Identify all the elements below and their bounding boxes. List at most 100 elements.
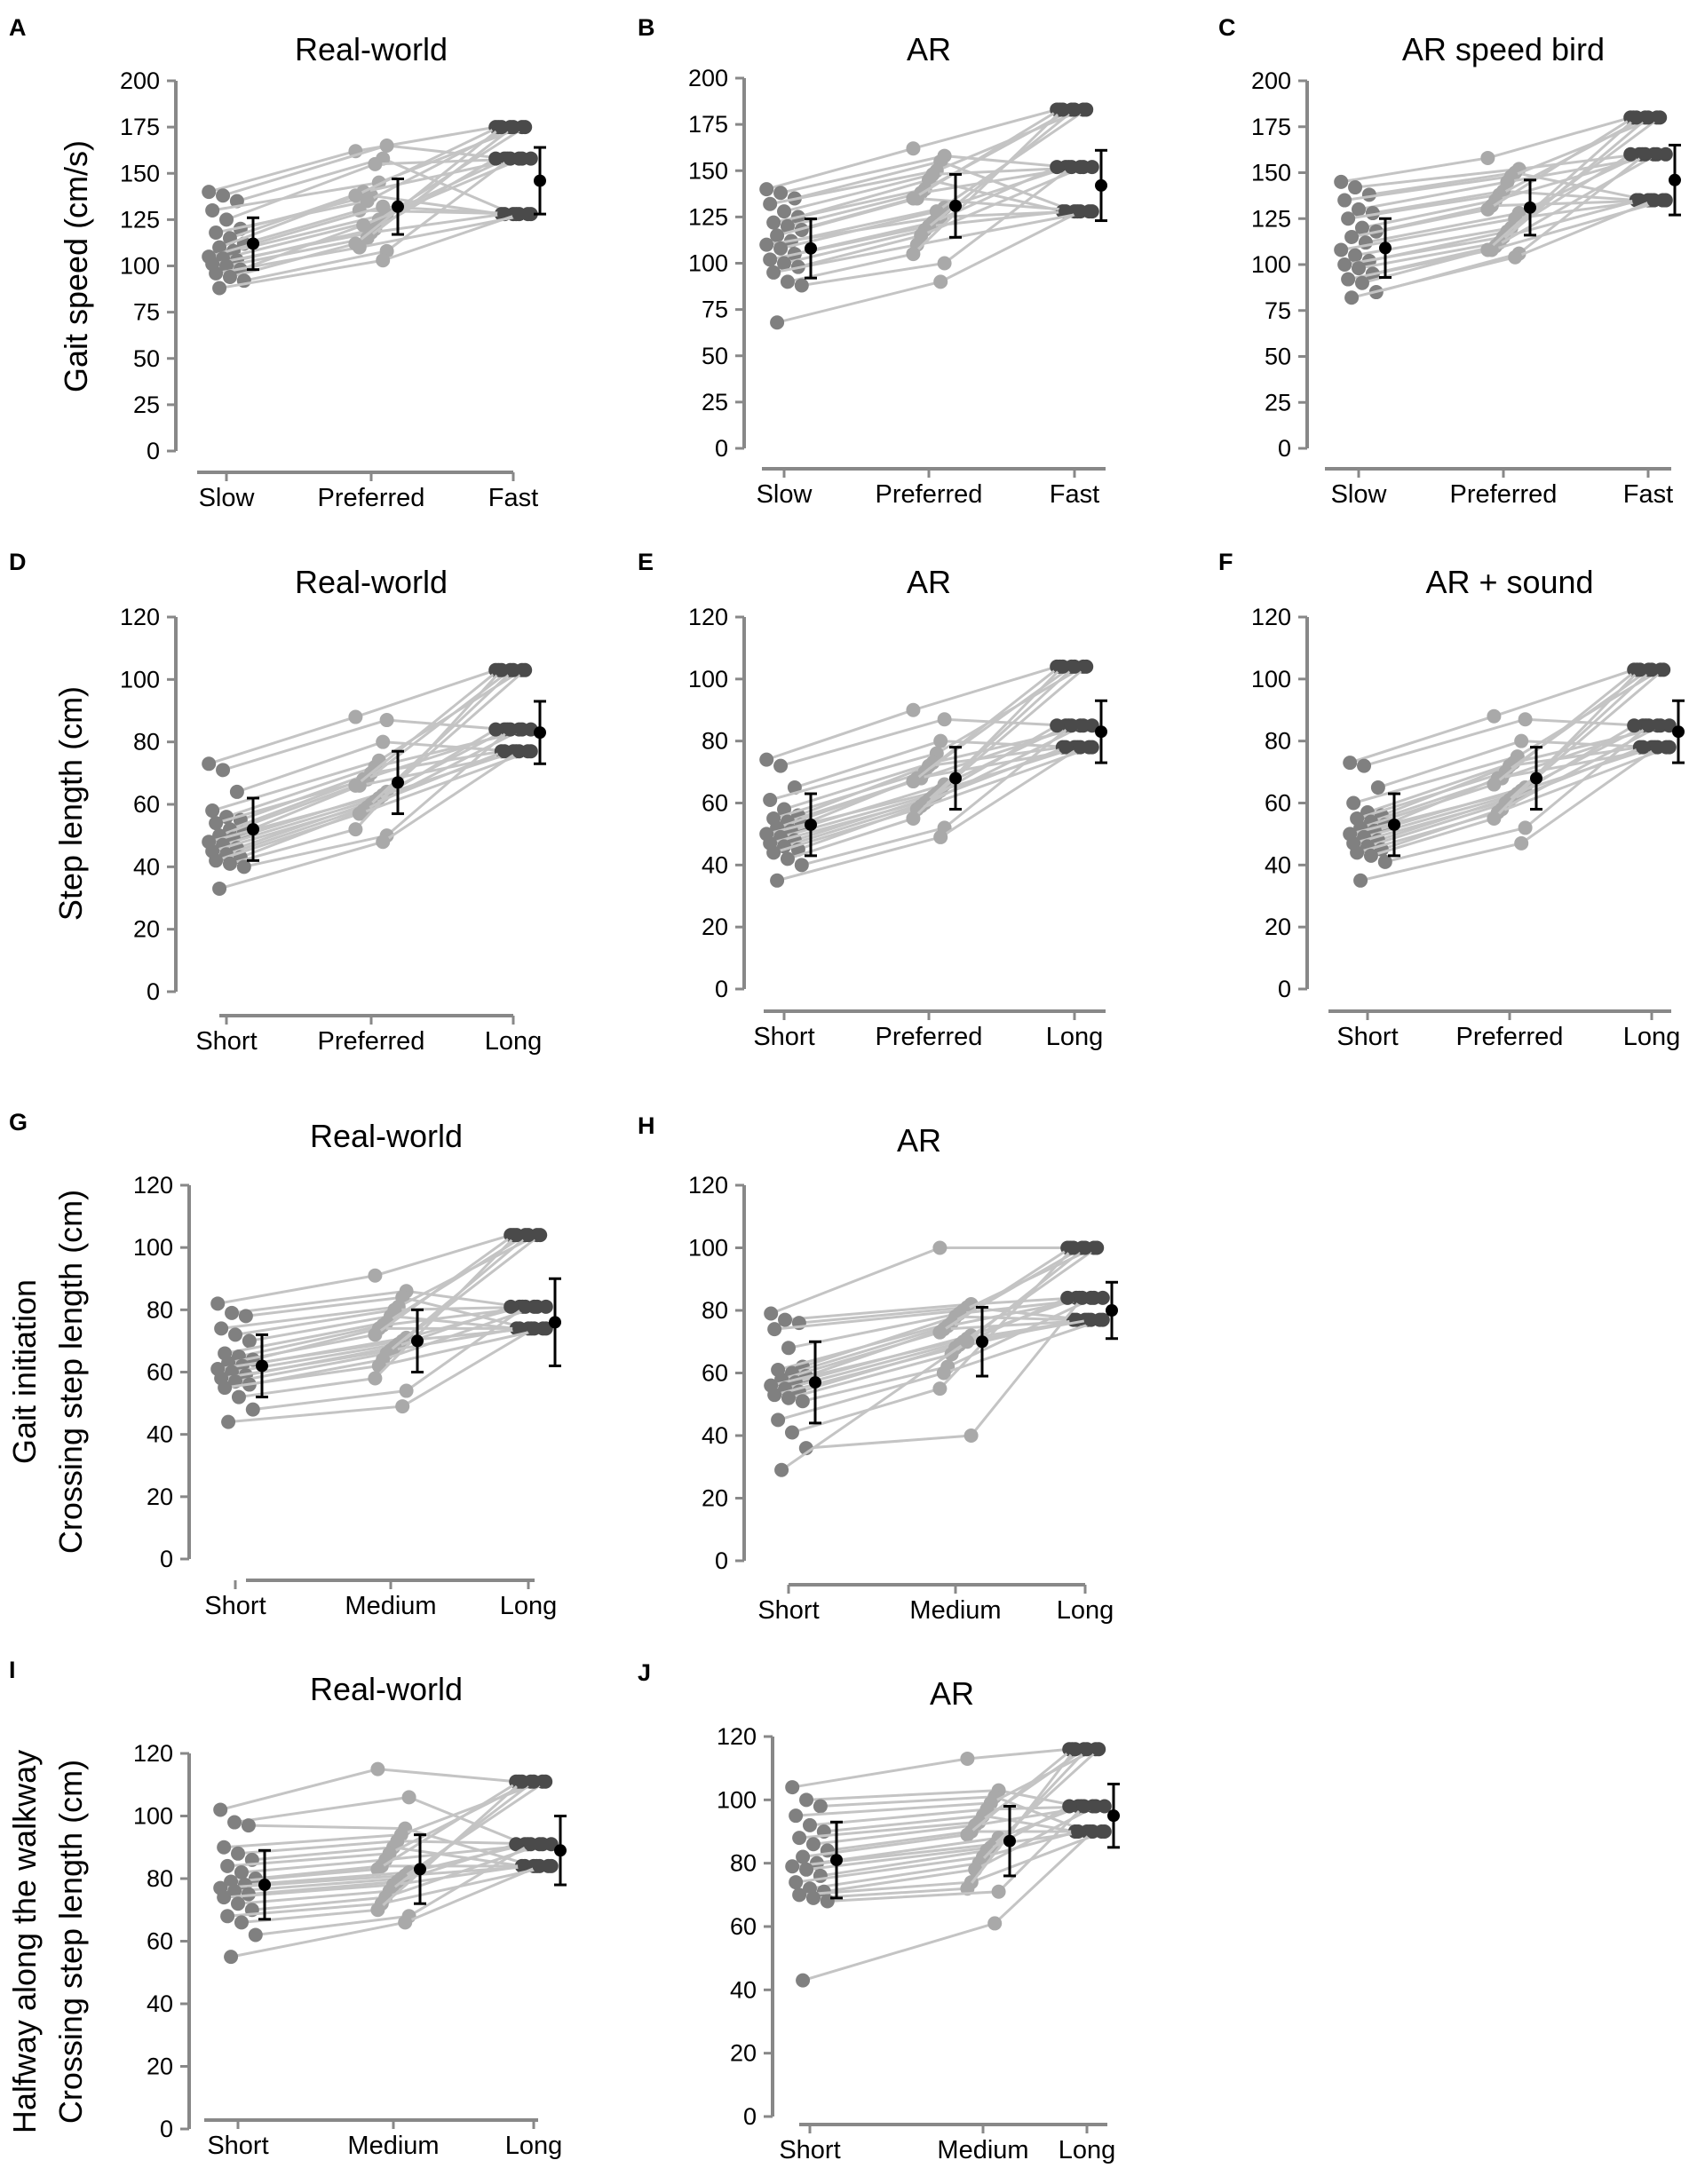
dot-cond2 <box>937 256 952 271</box>
y-tick-label: 80 <box>702 1297 728 1324</box>
dot-cond3 <box>518 662 533 677</box>
y-tick-label: 0 <box>715 435 728 462</box>
dot-cond3 <box>1623 146 1638 162</box>
dot-cond2 <box>936 1365 951 1381</box>
dot-cond1 <box>1344 229 1360 244</box>
panel-letter: I <box>9 1657 16 1683</box>
dot-cond2 <box>963 1428 979 1443</box>
x-tick-label: Fast <box>488 484 538 512</box>
x-tick-label: Slow <box>199 484 256 512</box>
dot-cond1 <box>1357 758 1372 773</box>
mean-point <box>1530 772 1542 785</box>
dot-cond1 <box>214 1321 229 1336</box>
dot-cond3 <box>523 744 538 759</box>
dot-cond3 <box>1050 160 1065 175</box>
dot-cond1 <box>220 1858 235 1873</box>
x-tick-label: Short <box>753 1023 814 1051</box>
panel-title: AR <box>907 31 951 67</box>
dot-cond1 <box>222 270 237 285</box>
subject-line <box>791 1747 1070 1789</box>
dot-cond2 <box>932 1240 948 1255</box>
dot-cond1 <box>796 1973 811 1988</box>
mean-point <box>1524 201 1536 214</box>
mean-point <box>247 823 259 836</box>
dot-cond1 <box>767 1322 782 1337</box>
dot-cond3 <box>1636 740 1651 755</box>
mean-point <box>809 1376 821 1389</box>
dot-cond3 <box>1073 740 1088 755</box>
mean-point <box>554 1844 567 1857</box>
dot-cond1 <box>205 803 220 819</box>
dot-cond1 <box>777 256 791 271</box>
dot-cond3 <box>1075 718 1090 733</box>
dot-cond3 <box>511 744 527 759</box>
dot-cond3 <box>543 1858 559 1873</box>
dot-cond2 <box>348 236 363 251</box>
dot-cond1 <box>792 1831 807 1846</box>
x-tick-label: Preferred <box>318 1027 425 1056</box>
y-tick-label: 200 <box>120 67 160 94</box>
x-tick-label: Fast <box>1050 480 1099 509</box>
y-tick-label: 125 <box>688 203 728 230</box>
panel-title: AR <box>897 1122 941 1159</box>
dot-cond1 <box>763 196 778 211</box>
dot-cond3 <box>1064 718 1079 733</box>
dot-cond3 <box>1066 1240 1081 1255</box>
dot-cond1 <box>217 1890 232 1905</box>
dot-cond3 <box>511 207 527 222</box>
dot-cond3 <box>1649 146 1664 162</box>
dot-cond2 <box>932 1381 948 1397</box>
y-tick-label: 80 <box>147 1865 173 1892</box>
dot-cond3 <box>1646 193 1661 208</box>
dot-cond1 <box>794 858 809 873</box>
x-tick-label: Short <box>779 2136 840 2164</box>
dot-cond1 <box>773 186 789 201</box>
y-tick-label: 175 <box>1251 114 1291 140</box>
y-axis-label: Gait initiation <box>6 1279 43 1464</box>
dot-cond1 <box>794 278 809 293</box>
dot-cond3 <box>1641 718 1656 733</box>
y-tick-label: 80 <box>147 1296 173 1323</box>
dot-cond2 <box>360 231 375 246</box>
dot-cond3 <box>1645 662 1659 677</box>
dot-cond1 <box>242 1333 257 1349</box>
y-tick-label: 25 <box>1265 389 1291 415</box>
dot-cond2 <box>1518 820 1533 835</box>
dot-cond1 <box>1337 193 1352 208</box>
x-tick-label: Slow <box>1331 480 1388 509</box>
dot-cond1 <box>212 881 227 896</box>
dot-cond1 <box>231 1846 245 1861</box>
dot-cond3 <box>1629 110 1644 125</box>
dot-cond2 <box>399 1383 414 1398</box>
dot-cond2 <box>937 712 952 727</box>
dot-cond3 <box>1079 659 1094 674</box>
y-tick-label: 100 <box>120 666 160 692</box>
dot-cond3 <box>1650 740 1665 755</box>
y-tick-label: 120 <box>133 1740 173 1767</box>
mean-point <box>411 1334 424 1348</box>
y-tick-label: 40 <box>133 853 160 880</box>
dot-cond1 <box>780 274 795 289</box>
dot-cond1 <box>1350 845 1365 860</box>
mean-point <box>1095 725 1107 739</box>
y-tick-label: 75 <box>133 299 160 326</box>
y-axis-label: Gait speed (cm/s) <box>58 140 94 392</box>
x-tick-label: Medium <box>909 1596 1001 1625</box>
dot-cond3 <box>1653 718 1668 733</box>
y-tick-label: 120 <box>1251 604 1291 630</box>
dot-cond3 <box>523 207 538 222</box>
dot-cond1 <box>224 1950 239 1965</box>
y-tick-label: 40 <box>1265 851 1291 878</box>
dot-cond3 <box>1088 1799 1103 1814</box>
dot-cond1 <box>209 265 224 281</box>
dot-cond3 <box>533 1228 548 1243</box>
dot-cond1 <box>228 1327 242 1342</box>
dot-cond2 <box>379 138 394 153</box>
dot-cond2 <box>906 247 921 262</box>
dot-cond2 <box>960 1751 975 1766</box>
dot-cond3 <box>535 1837 550 1852</box>
dot-cond2 <box>398 1915 413 1930</box>
y-tick-label: 75 <box>702 297 728 323</box>
mean-point <box>1003 1834 1016 1848</box>
